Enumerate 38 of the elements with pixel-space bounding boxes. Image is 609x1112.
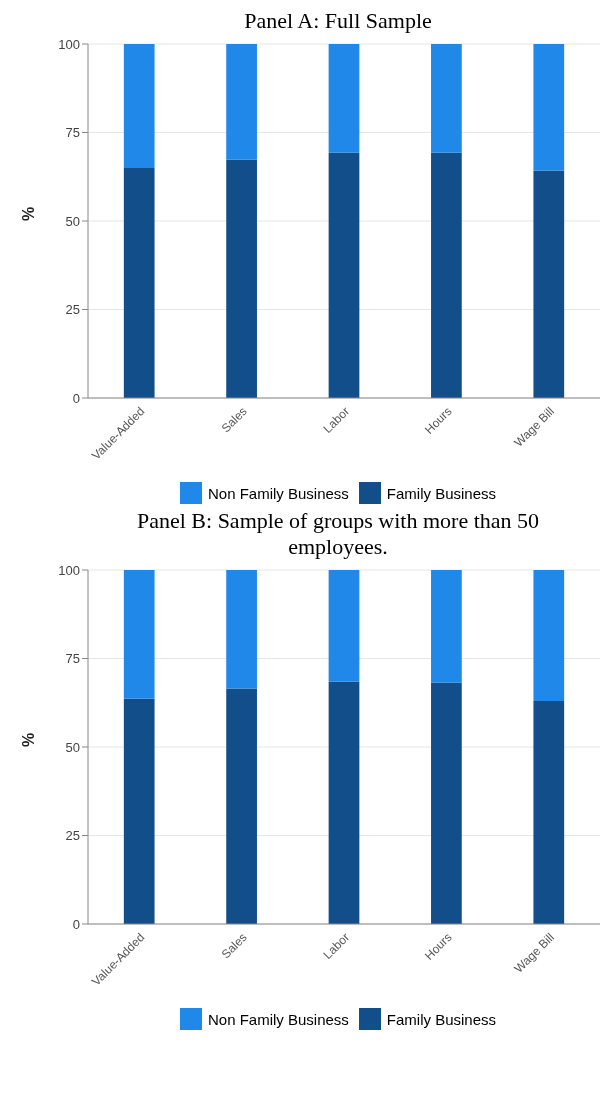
bar <box>328 570 360 682</box>
bar <box>328 681 360 924</box>
y-tick-label: 100 <box>58 562 80 578</box>
bar <box>431 44 462 153</box>
bar <box>533 44 565 171</box>
bar <box>328 44 360 153</box>
y-tick-label: 0 <box>72 390 80 406</box>
y-axis-title: % <box>19 206 37 221</box>
y-tick-label: 75 <box>65 651 80 667</box>
y-tick-label: 0 <box>72 916 80 932</box>
bar <box>226 688 257 924</box>
bar <box>431 570 462 683</box>
legend-label: Family Business <box>385 1009 497 1030</box>
bar <box>533 700 565 924</box>
bar <box>123 44 155 168</box>
bar <box>123 698 155 924</box>
y-tick-label: 50 <box>65 739 80 755</box>
bar <box>226 159 257 398</box>
y-tick-label: 75 <box>65 125 80 141</box>
bar <box>226 570 257 689</box>
bar <box>533 570 565 701</box>
y-axis-title: % <box>19 732 37 747</box>
legend-label: Non Family Business <box>206 1009 349 1030</box>
y-tick-label: 25 <box>65 302 80 318</box>
y-tick-label: 100 <box>58 36 80 52</box>
bar <box>431 682 462 924</box>
y-tick-label: 25 <box>65 828 80 844</box>
bar <box>226 44 257 160</box>
legend-label: Non Family Business <box>206 483 349 504</box>
chart-title: Panel B: Sample of groups with more than 50 employees. <box>135 508 541 560</box>
bar <box>431 152 462 398</box>
bar <box>328 152 360 398</box>
bar <box>123 167 155 398</box>
bar <box>123 570 155 699</box>
legend-label: Family Business <box>385 483 497 504</box>
chart-title: Panel A: Full Sample <box>243 8 433 34</box>
bar <box>533 170 565 398</box>
y-tick-label: 50 <box>65 213 80 229</box>
